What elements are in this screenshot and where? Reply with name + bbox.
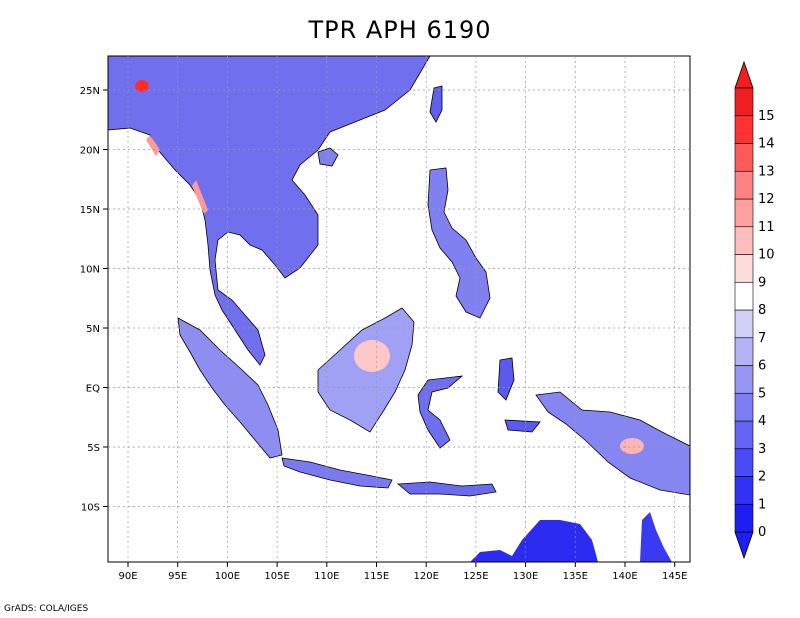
colorbar-label: 4 bbox=[758, 414, 766, 429]
axes-labels: 90E 95E 100E 105E 110E 115E 120E 125E 130E 135E 14… bbox=[80, 86, 688, 582]
colorbar-segment bbox=[734, 226, 754, 255]
colorbar-under-arrow bbox=[734, 531, 754, 560]
landmass-australia bbox=[470, 520, 598, 562]
colorbar-label: 0 bbox=[758, 525, 766, 540]
lat-tick-label: 25N bbox=[80, 86, 100, 97]
lat-tick-label: 5S bbox=[87, 443, 100, 454]
colorbar-segment bbox=[734, 115, 754, 144]
landmass-indochina bbox=[108, 56, 431, 366]
landmass-moluccas bbox=[497, 357, 515, 401]
gridlines bbox=[108, 56, 690, 562]
lon-tick-label: 135E bbox=[563, 571, 588, 582]
lat-tick-label: 20N bbox=[80, 146, 100, 157]
landmass-sulawesi bbox=[417, 375, 464, 449]
colorbar-label: 1 bbox=[758, 497, 766, 512]
colorbar-label: 9 bbox=[758, 275, 766, 290]
lat-tick-label: 10N bbox=[80, 265, 100, 276]
hotspot-1 bbox=[135, 80, 149, 92]
colorbar-segment bbox=[734, 281, 754, 311]
colorbar-segment bbox=[734, 392, 754, 422]
colorbar-segment bbox=[734, 503, 754, 533]
colorbar-label: 8 bbox=[758, 303, 766, 318]
colorbar-segment bbox=[734, 254, 754, 283]
colorbar-segment bbox=[734, 365, 754, 394]
landmass-new-guinea bbox=[535, 391, 690, 496]
lon-tick-label: 145E bbox=[662, 571, 687, 582]
colorbar-label: 12 bbox=[758, 192, 775, 207]
colorbar-label: 10 bbox=[758, 248, 775, 263]
colorbar-segment bbox=[734, 87, 754, 117]
colorbar-label: 15 bbox=[758, 109, 775, 124]
colorbar-label: 13 bbox=[758, 164, 775, 179]
precip-field bbox=[108, 56, 690, 562]
colorbar-segment bbox=[734, 198, 754, 228]
colorbar-label: 5 bbox=[758, 386, 766, 401]
lon-tick-label: 95E bbox=[168, 571, 187, 582]
colorbar-label: 14 bbox=[758, 137, 775, 152]
landmass-lesser-sunda bbox=[396, 481, 497, 497]
colorbar-label: 6 bbox=[758, 359, 766, 374]
lat-tick-label: EQ bbox=[86, 384, 100, 395]
colorbar-segment bbox=[734, 170, 754, 200]
lon-tick-label: 115E bbox=[364, 571, 389, 582]
landmass-taiwan bbox=[429, 85, 443, 123]
lon-tick-label: 120E bbox=[413, 571, 438, 582]
map-title: TPR APH 6190 bbox=[308, 16, 492, 44]
colorbar-segment bbox=[734, 143, 754, 172]
colorbar-label: 3 bbox=[758, 442, 766, 457]
colorbar-label: 2 bbox=[758, 470, 766, 485]
coastal-high-precip bbox=[146, 135, 160, 156]
lon-tick-label: 130E bbox=[513, 571, 538, 582]
credit-text: GrADS: COLA/IGES bbox=[4, 604, 89, 614]
lon-tick-label: 140E bbox=[612, 571, 637, 582]
landmass-cape-york bbox=[640, 512, 672, 562]
colorbar-label: 7 bbox=[758, 331, 766, 346]
colorbar-segment bbox=[734, 476, 754, 505]
colorbar-segment bbox=[734, 309, 754, 339]
lon-tick-label: 125E bbox=[463, 571, 488, 582]
lon-tick-label: 100E bbox=[215, 571, 240, 582]
plot-frame bbox=[107, 55, 691, 563]
lat-tick-label: 15N bbox=[80, 205, 100, 216]
colorbar-segment bbox=[734, 420, 754, 450]
colorbar-label: 11 bbox=[758, 220, 775, 235]
colorbar-segment bbox=[734, 337, 754, 366]
lon-tick-label: 105E bbox=[264, 571, 289, 582]
new-guinea-high-precip bbox=[620, 438, 644, 454]
lon-tick-label: 110E bbox=[314, 571, 339, 582]
borneo-high-precip bbox=[354, 340, 390, 372]
landmass-sumatra bbox=[177, 317, 283, 459]
landmass-hainan bbox=[317, 147, 339, 167]
lon-tick-label: 90E bbox=[118, 571, 137, 582]
lat-tick-label: 10S bbox=[81, 503, 100, 514]
landmass-philippines bbox=[427, 167, 491, 319]
colorbar-segment bbox=[734, 448, 754, 477]
colorbar-over-arrow bbox=[734, 60, 754, 89]
landmass-java bbox=[281, 457, 393, 489]
coastal-high-precip-2 bbox=[192, 180, 208, 214]
lat-tick-label: 5N bbox=[86, 324, 100, 335]
landmass-seram bbox=[504, 419, 541, 433]
